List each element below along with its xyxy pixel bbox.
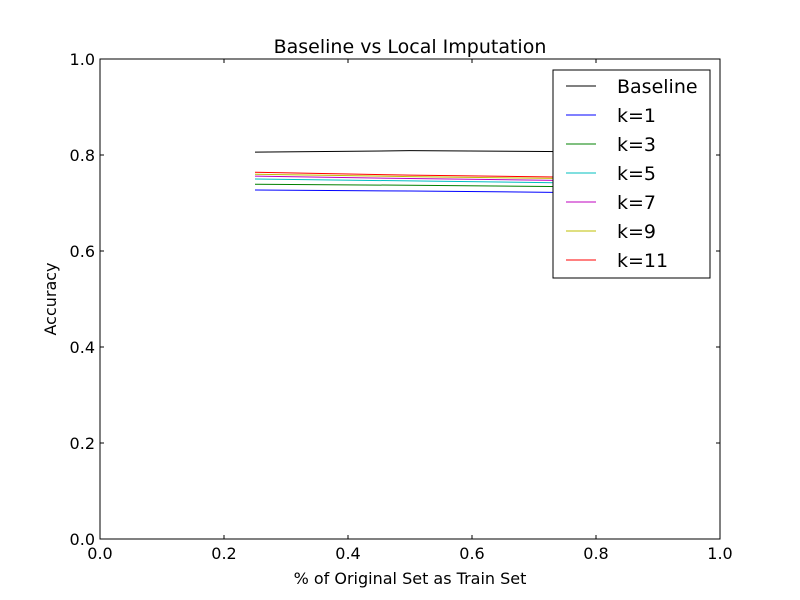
x-tick-label: 0.4: [335, 544, 360, 563]
legend: Baseline k=1 k=3 k=5 k=7 k=9 k=11: [552, 69, 711, 279]
x-axis-label: % of Original Set as Train Set: [294, 569, 527, 588]
plot-frame: [99, 58, 721, 540]
y-tick-label: 0.8: [70, 146, 95, 165]
y-tick-label: 0.6: [70, 242, 95, 261]
legend-label: Baseline: [617, 76, 698, 98]
series-line-6: [254, 171, 566, 178]
y-tick-label: 0.0: [70, 530, 95, 549]
series-line-0: [254, 150, 566, 153]
x-tick-label: 0.8: [583, 544, 608, 563]
series-line-4: [254, 175, 566, 181]
series-line-2: [254, 183, 566, 188]
legend-label: k=1: [617, 105, 656, 127]
y-axis-ticks: 0.0 0.2 0.4 0.6 0.8 1.0: [70, 50, 720, 549]
x-tick-label: 0.6: [459, 544, 484, 563]
y-tick-label: 0.2: [70, 434, 95, 453]
legend-label: k=3: [617, 134, 656, 156]
x-axis-ticks: 0.0 0.2 0.4 0.6 0.8 1.0: [87, 59, 733, 563]
series-group: [254, 150, 566, 193]
legend-label: k=5: [617, 163, 656, 185]
legend-label: k=9: [617, 221, 656, 243]
series-line-3: [254, 178, 566, 184]
legend-label: k=11: [617, 250, 668, 272]
x-tick-label: 0.0: [87, 544, 112, 563]
legend-label: k=7: [617, 192, 656, 214]
legend-box: [552, 69, 711, 279]
series-line-5: [254, 173, 566, 180]
y-tick-label: 1.0: [70, 50, 95, 69]
chart-title: Baseline vs Local Imputation: [274, 36, 547, 58]
x-tick-label: 0.2: [211, 544, 236, 563]
series-line-1: [254, 189, 566, 193]
y-axis-label: Accuracy: [41, 262, 60, 335]
x-tick-label: 1.0: [707, 544, 732, 563]
y-tick-label: 0.4: [70, 338, 95, 357]
